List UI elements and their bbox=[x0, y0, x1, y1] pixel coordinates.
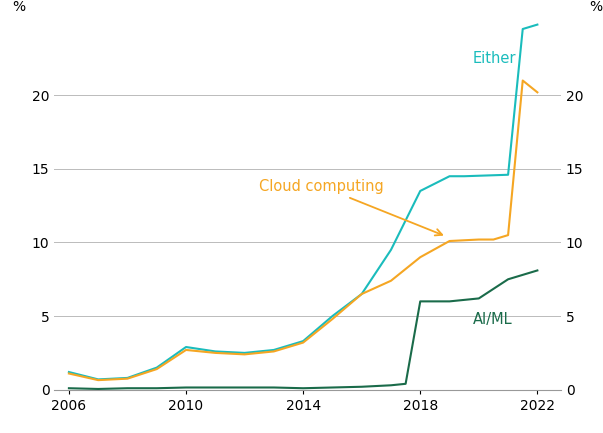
Text: AI/ML: AI/ML bbox=[473, 311, 513, 326]
Text: Either: Either bbox=[473, 51, 516, 66]
Text: %: % bbox=[590, 0, 603, 14]
Text: %: % bbox=[12, 0, 25, 14]
Text: Cloud computing: Cloud computing bbox=[259, 179, 442, 236]
